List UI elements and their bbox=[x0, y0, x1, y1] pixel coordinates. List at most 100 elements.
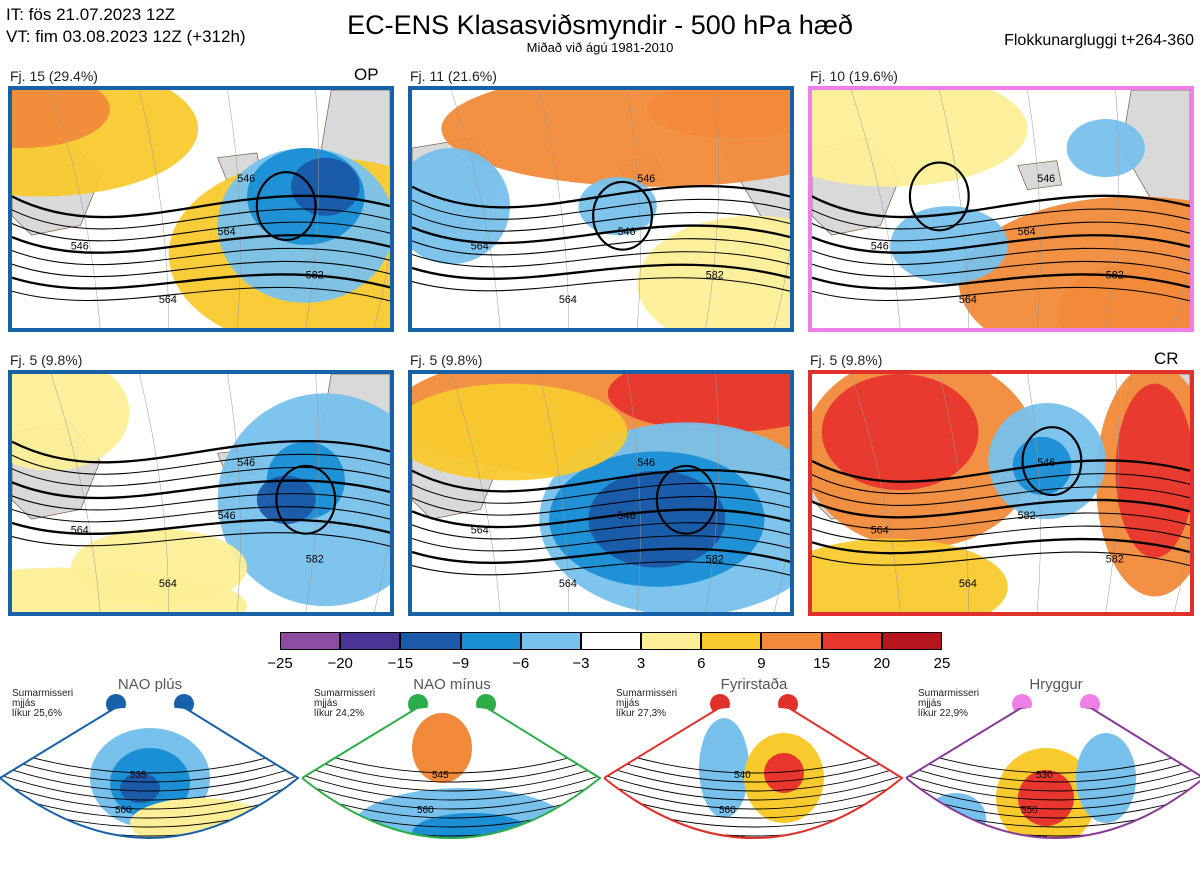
regime-season: Sumarmisseri bbox=[12, 688, 74, 699]
graticule-line bbox=[850, 90, 901, 328]
graticule-line bbox=[450, 90, 501, 328]
contour-label: 564 bbox=[218, 226, 236, 238]
cluster-map-panel[interactable]: 546 564 582 564 546 bbox=[8, 370, 394, 616]
graticule-line bbox=[774, 251, 790, 328]
low-center-contour bbox=[1021, 426, 1083, 496]
graticule-line bbox=[1174, 535, 1190, 612]
page-title: EC-ENS Klasasviðsmyndir - 500 hPa hæð bbox=[347, 10, 853, 40]
anomaly-area bbox=[588, 470, 726, 568]
contour-label: 546 bbox=[637, 457, 655, 469]
regime-reference[interactable]: NAO plús Sumarmisseri mjjás líkur 25,6% 535 5… bbox=[0, 676, 300, 871]
contour-label: 546 bbox=[237, 457, 255, 469]
cluster-map-panel[interactable]: 546 564 582 546 564 bbox=[8, 86, 394, 332]
height-contour bbox=[302, 756, 600, 783]
contour-label: 582 bbox=[1106, 270, 1124, 282]
contour-label: 582 bbox=[1106, 554, 1124, 566]
height-contour bbox=[302, 783, 600, 810]
height-contour bbox=[412, 508, 790, 529]
header-left: IT: fös 21.07.2023 12Z VT: fim 03.08.202… bbox=[6, 4, 246, 48]
height-contour bbox=[412, 212, 790, 232]
height-contour bbox=[812, 459, 1190, 483]
height-contour bbox=[12, 247, 390, 266]
colorbar-tick-label: 3 bbox=[636, 655, 646, 672]
contour-label: 535 bbox=[130, 770, 147, 781]
height-contour bbox=[812, 221, 1190, 242]
height-contour bbox=[12, 194, 390, 219]
regime-sector-border bbox=[906, 708, 1200, 839]
cluster-label: Fj. 11 (21.6%) bbox=[410, 68, 497, 84]
colorbar-swatch bbox=[460, 632, 521, 650]
regime-reference[interactable]: NAO mínus Sumarmisseri mjjás líkur 24,2% 545… bbox=[302, 676, 602, 871]
height-contour bbox=[906, 765, 1200, 792]
height-contour bbox=[604, 783, 902, 810]
low-center-contour bbox=[655, 464, 717, 535]
height-contour bbox=[12, 518, 390, 535]
graticule-line bbox=[705, 374, 720, 612]
colorbar-tick-label: −9 bbox=[451, 655, 470, 672]
regime-sector-border bbox=[302, 708, 602, 839]
contour-label: 582 bbox=[1018, 510, 1036, 522]
low-center-contour bbox=[275, 464, 337, 535]
graticule-line bbox=[374, 535, 390, 612]
cluster-map-panel[interactable]: 546 564 582 564 546 bbox=[408, 370, 794, 616]
height-contour bbox=[412, 482, 790, 504]
regime-reference[interactable]: Fyrirstaða Sumarmisseri mjjás líkur 27,3% 54… bbox=[604, 676, 904, 871]
cluster-map-panel[interactable]: 546 564 582 546 564 bbox=[808, 86, 1194, 332]
contour-label: 546 bbox=[1037, 173, 1055, 185]
height-contour bbox=[812, 247, 1190, 266]
contour-label: 564 bbox=[559, 294, 577, 306]
graticule-line bbox=[50, 374, 101, 612]
cluster-map-panel[interactable]: 546 564 582 564 582 bbox=[808, 370, 1194, 616]
regime-prob: líkur 22,9% bbox=[918, 708, 969, 719]
height-contour bbox=[812, 498, 1190, 519]
graticule-line bbox=[627, 90, 641, 328]
contour-label: 564 bbox=[159, 578, 177, 590]
anomaly-area bbox=[412, 383, 628, 481]
anomaly-area bbox=[12, 90, 110, 149]
contour-label: 564 bbox=[871, 525, 889, 537]
graticule-line bbox=[50, 90, 101, 328]
height-contour bbox=[12, 286, 390, 302]
contour-label: 540 bbox=[734, 770, 751, 781]
height-contour bbox=[302, 765, 600, 792]
contour-label: 546 bbox=[618, 510, 636, 522]
height-contour bbox=[906, 783, 1200, 810]
height-contour bbox=[12, 208, 390, 230]
height-contour bbox=[12, 453, 390, 475]
cluster-map-panel[interactable]: 546 564 582 564 546 bbox=[408, 86, 794, 332]
height-contour bbox=[12, 221, 390, 242]
colorbar-tick-label: −20 bbox=[327, 655, 353, 672]
contour-label: 564 bbox=[959, 294, 977, 306]
graticule-line bbox=[627, 374, 641, 612]
regime-mean: mjjás bbox=[314, 698, 338, 709]
height-contour bbox=[412, 251, 790, 268]
graticule-line bbox=[539, 374, 569, 612]
anomaly-area bbox=[812, 90, 1028, 187]
anomaly-area bbox=[647, 90, 790, 139]
anomaly-area bbox=[699, 718, 749, 818]
cluster-map: 546 564 582 564 546 bbox=[412, 374, 790, 612]
height-contour bbox=[12, 506, 390, 523]
contour-label: 546 bbox=[871, 241, 889, 253]
graticule-line bbox=[774, 535, 790, 612]
height-contour bbox=[412, 535, 790, 552]
anomaly-area bbox=[764, 753, 804, 793]
graticule-line bbox=[705, 90, 720, 328]
height-contour bbox=[12, 260, 390, 278]
climatology-subtitle: Miðað við ágú 1981-2010 bbox=[526, 40, 674, 55]
height-contour bbox=[812, 208, 1190, 230]
regime-map: 535 560 bbox=[0, 708, 300, 839]
cluster-tag: CR bbox=[1154, 349, 1179, 368]
contour-label: 546 bbox=[218, 510, 236, 522]
height-contour bbox=[412, 468, 790, 493]
height-contour bbox=[412, 238, 790, 256]
height-contour bbox=[412, 496, 790, 516]
anomaly-area bbox=[926, 793, 986, 838]
anomaly-area bbox=[1018, 770, 1074, 826]
height-contour bbox=[412, 224, 790, 245]
regime-season: Sumarmisseri bbox=[918, 688, 980, 699]
regime-reference[interactable]: Hryggur Sumarmisseri mjjás líkur 22,9% 530 55… bbox=[906, 676, 1200, 871]
height-contour bbox=[12, 493, 390, 511]
height-contour bbox=[412, 547, 790, 564]
